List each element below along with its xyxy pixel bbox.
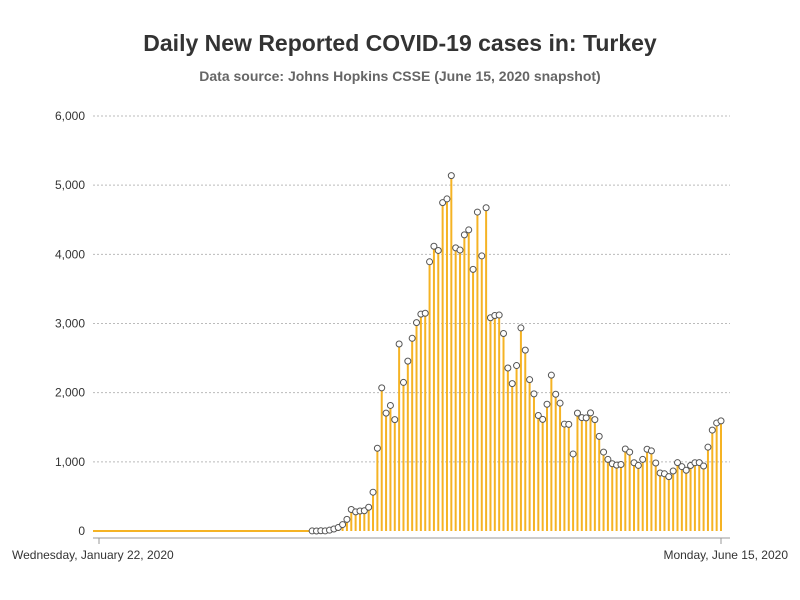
data-point [478, 252, 486, 260]
data-point [500, 330, 508, 338]
data-point [665, 473, 673, 481]
data-point [473, 208, 481, 216]
data-point [343, 515, 351, 523]
data-point [604, 455, 612, 463]
data-point [456, 246, 464, 254]
data-point [547, 371, 555, 379]
data-point [626, 448, 634, 456]
data-point [521, 346, 529, 354]
data-point [513, 362, 521, 370]
y-tick-label: 2,000 [55, 386, 85, 400]
data-point [404, 357, 412, 365]
data-point [373, 444, 381, 452]
data-point [634, 461, 642, 469]
data-point [617, 461, 625, 469]
data-point [674, 459, 682, 467]
x-start-label: Wednesday, January 22, 2020 [12, 548, 174, 562]
data-point [465, 226, 473, 234]
data-point [339, 521, 347, 529]
data-point [652, 459, 660, 467]
y-tick-label: 6,000 [55, 109, 85, 123]
data-point [413, 319, 421, 327]
data-point [587, 409, 595, 417]
data-point [526, 376, 534, 384]
data-point [460, 231, 468, 239]
data-point [504, 364, 512, 372]
data-point [408, 334, 416, 342]
data-point [573, 409, 581, 417]
data-point [517, 324, 525, 332]
data-point [369, 488, 377, 496]
y-tick-label: 0 [78, 524, 85, 538]
data-point [552, 390, 560, 398]
y-tick-label: 5,000 [55, 178, 85, 192]
y-tick-label: 3,000 [55, 317, 85, 331]
data-point [434, 246, 442, 254]
data-point [595, 432, 603, 440]
data-point [639, 455, 647, 463]
data-point [430, 242, 438, 250]
data-point [395, 340, 403, 348]
data-point [591, 416, 599, 424]
data-point [426, 258, 434, 266]
data-point [391, 416, 399, 424]
data-point [365, 503, 373, 511]
y-tick-label: 4,000 [55, 247, 85, 261]
data-point [539, 415, 547, 423]
x-end-label: Monday, June 15, 2020 [663, 548, 788, 562]
data-point [569, 450, 577, 458]
data-point [386, 401, 394, 409]
data-point [682, 466, 690, 474]
data-point [534, 411, 542, 419]
data-point [708, 426, 716, 434]
data-point [678, 463, 686, 471]
data-point [600, 448, 608, 456]
data-point [717, 417, 725, 425]
chart-subtitle: Data source: Johns Hopkins CSSE (June 15… [199, 68, 601, 84]
y-tick-label: 1,000 [55, 455, 85, 469]
data-point [704, 443, 712, 451]
data-point [543, 400, 551, 408]
data-point [565, 420, 573, 428]
data-point [508, 380, 516, 388]
data-point [399, 378, 407, 386]
data-point [378, 384, 386, 392]
data-point [469, 265, 477, 273]
data-point [382, 409, 390, 417]
data-point [556, 399, 564, 407]
data-point [647, 447, 655, 455]
data-point [421, 309, 429, 317]
data-point [443, 195, 451, 203]
data-point [582, 414, 590, 422]
data-point [530, 390, 538, 398]
data-point [495, 311, 503, 319]
data-point [669, 467, 677, 475]
data-point [482, 204, 490, 212]
data-point [439, 199, 447, 207]
data-point [447, 172, 455, 180]
data-point [700, 462, 708, 470]
chart-title: Daily New Reported COVID-19 cases in: Tu… [143, 30, 657, 56]
